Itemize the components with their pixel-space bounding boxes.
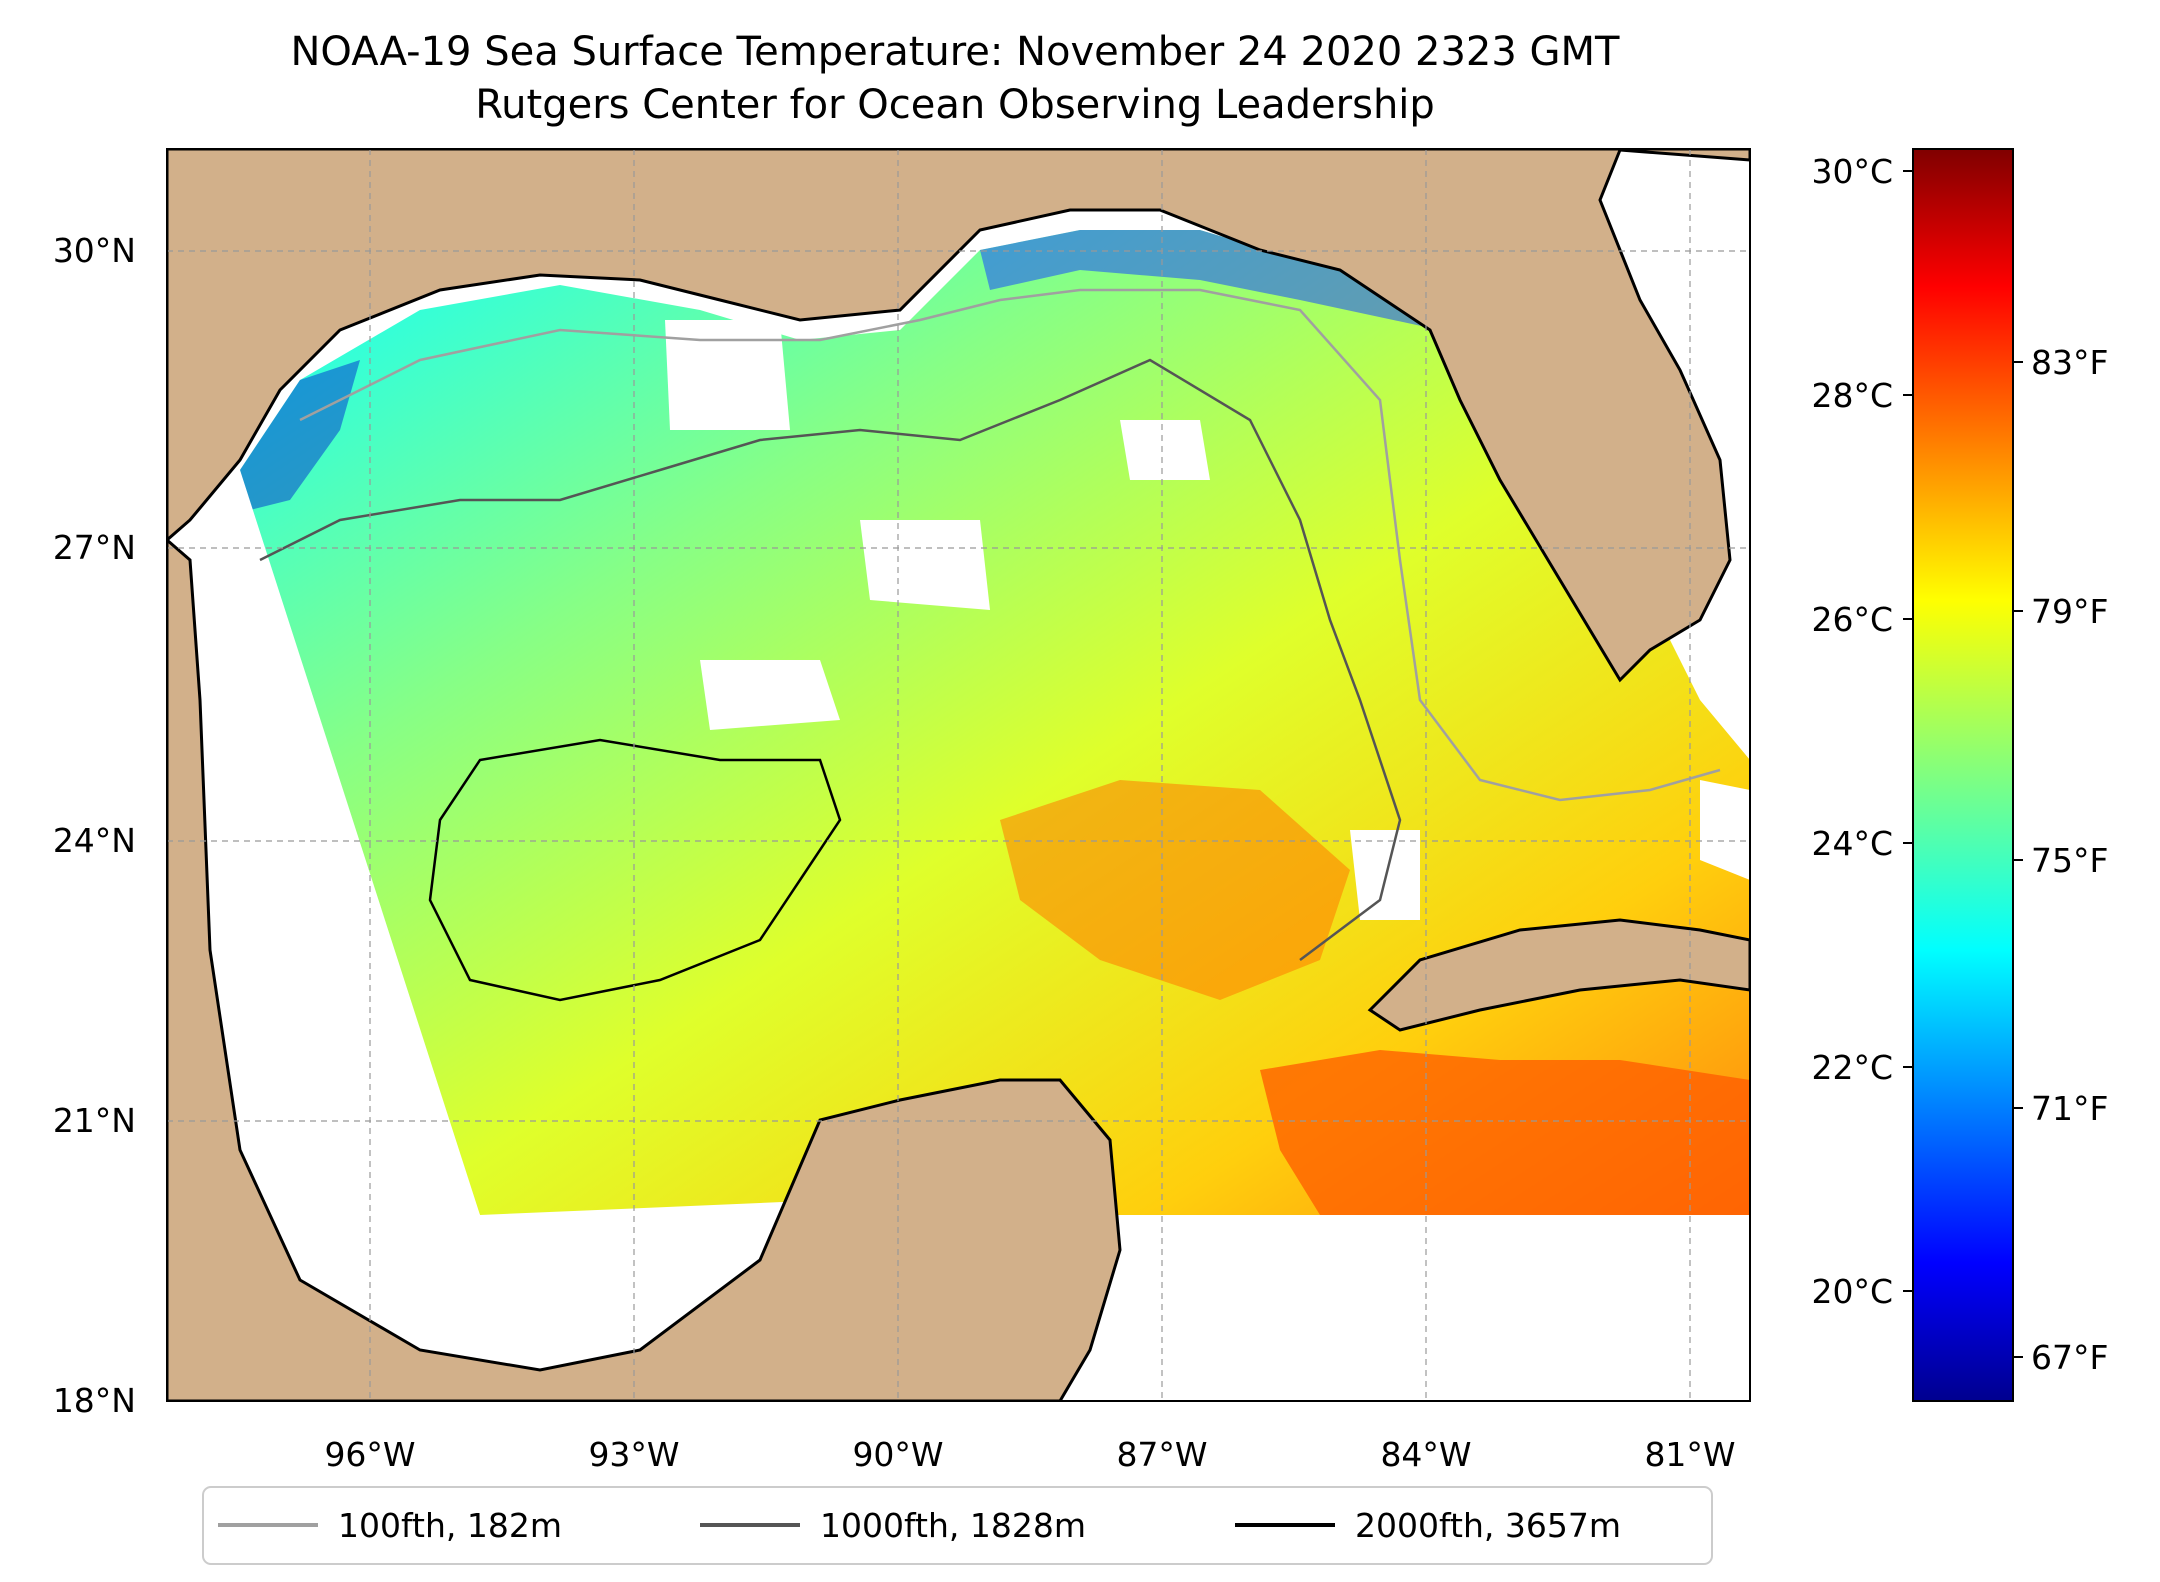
cbar-c-30: 30°C	[1811, 152, 1893, 191]
cbar-c-26: 26°C	[1811, 600, 1893, 639]
lon-tick-81: 81°W	[1644, 1435, 1735, 1474]
lat-tick-18: 18°N	[53, 1381, 136, 1420]
lon-tick-90: 90°W	[852, 1435, 943, 1474]
cbar-f-79: 79°F	[2031, 592, 2108, 631]
lon-tick-93: 93°W	[588, 1435, 679, 1474]
chart-title: NOAA-19 Sea Surface Temperature: Novembe…	[290, 29, 1620, 75]
contour-100fth	[299, 288, 1721, 802]
land-cuba	[1367, 918, 1750, 1032]
sst-data-region	[240, 230, 1750, 1215]
no-data-wedge	[200, 470, 480, 1215]
cbar-c-28: 28°C	[1811, 376, 1893, 415]
warm-center	[1000, 780, 1350, 1000]
cold-coastal-band	[980, 230, 1480, 330]
cbar-c-22: 22°C	[1811, 1048, 1893, 1087]
cbar-f-67: 67°F	[2031, 1338, 2108, 1377]
lat-tick-27: 27°N	[53, 528, 136, 567]
contour-1000fth	[259, 358, 1402, 961]
colorbar-gradient	[1912, 148, 2014, 1402]
land-us-coast	[167, 149, 1750, 683]
cold-coastal-band-west	[240, 360, 360, 510]
contour-2000fth	[428, 738, 842, 1002]
legend-label-100fth: 100fth, 182m	[338, 1506, 562, 1545]
lon-tick-labels: 96°W 93°W 90°W 87°W 84°W 81°W	[324, 1435, 1735, 1474]
cbar-f-75: 75°F	[2031, 841, 2108, 880]
legend-label-1000fth: 1000fth, 1828m	[820, 1506, 1086, 1545]
lat-tick-30: 30°N	[53, 231, 136, 270]
cbar-f-71: 71°F	[2031, 1089, 2108, 1128]
map-frame	[166, 148, 1751, 1402]
warm-southeast	[1260, 1050, 1750, 1215]
lon-tick-84: 84°W	[1380, 1435, 1471, 1474]
land-mexico-west	[167, 538, 1122, 1401]
chart-subtitle: Rutgers Center for Ocean Observing Leade…	[475, 82, 1435, 128]
lat-tick-21: 21°N	[53, 1101, 136, 1140]
colorbar: 20°C 22°C 24°C 26°C 28°C 30°C 67°F 71°F …	[1811, 148, 2108, 1402]
map-panel	[167, 149, 1750, 1401]
cbar-c-20: 20°C	[1811, 1272, 1893, 1311]
lat-tick-24: 24°N	[53, 821, 136, 860]
legend-label-2000fth: 2000fth, 3657m	[1355, 1506, 1621, 1545]
cloud-patches	[665, 320, 1750, 920]
lon-tick-96: 96°W	[324, 1435, 415, 1474]
legend: 100fth, 182m 1000fth, 1828m 2000fth, 365…	[202, 1486, 1713, 1565]
land	[167, 149, 1750, 1401]
lat-tick-labels: 18°N 21°N 24°N 27°N 30°N	[53, 231, 136, 1420]
cbar-f-83: 83°F	[2031, 343, 2108, 382]
legend-box	[202, 1486, 1713, 1565]
lon-tick-87: 87°W	[1116, 1435, 1207, 1474]
cbar-c-24: 24°C	[1811, 824, 1893, 863]
